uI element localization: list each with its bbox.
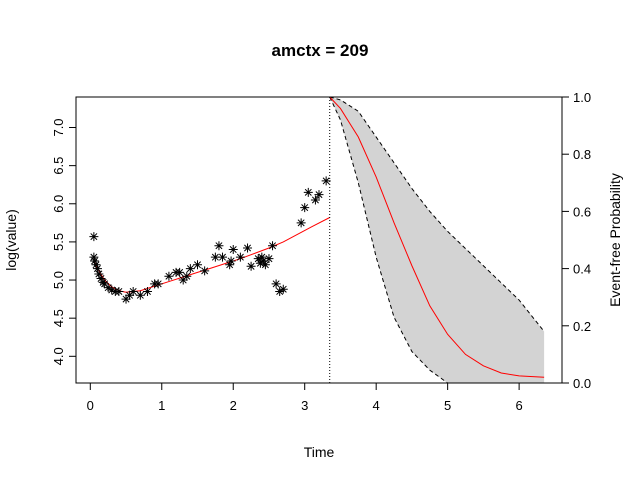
observation-point (226, 256, 236, 266)
observation-point (275, 286, 285, 296)
y-left-tick-label: 6.5 (51, 157, 66, 175)
observation-point (182, 271, 192, 281)
x-axis: 0 1 2 3 4 5 6 (87, 382, 523, 413)
x-tick-label: 0 (87, 398, 94, 413)
observation-point (264, 254, 274, 264)
survival-confidence-band (329, 97, 545, 383)
observation-point (218, 252, 228, 262)
y-left-tick-label: 5.5 (51, 233, 66, 251)
observation-point (164, 271, 174, 281)
y-left-tick-label: 4.0 (51, 347, 66, 365)
lines-layer (93, 96, 545, 384)
observation-point (253, 254, 263, 264)
observation-point (214, 241, 224, 251)
y-right-tick-label: 0.0 (573, 376, 591, 391)
observation-point (125, 290, 135, 300)
y-axis-left-label: log(value) (3, 209, 19, 270)
observation-point (200, 266, 210, 276)
observation-point (142, 286, 152, 296)
observation-point (103, 283, 113, 293)
survival-lower-bound-line (329, 96, 545, 384)
observation-point (100, 279, 110, 289)
x-tick-label: 5 (444, 398, 451, 413)
observation-point (257, 252, 267, 262)
observation-point (175, 267, 185, 277)
chart-title: amctx = 209 (272, 41, 369, 60)
survival-upper-bound-line (329, 96, 545, 332)
y-axis-right: 0.0 0.2 0.4 0.6 0.8 1.0 (561, 90, 591, 391)
observation-point (243, 243, 253, 253)
observation-point (258, 256, 268, 266)
longitudinal-fit-line (93, 217, 330, 293)
observation-point (300, 203, 310, 213)
observation-point (228, 245, 238, 255)
observation-point (178, 275, 188, 285)
x-tick-label: 6 (516, 398, 523, 413)
observation-point (271, 279, 281, 289)
observation-point (96, 274, 106, 284)
y-right-tick-label: 1.0 (573, 90, 591, 105)
x-tick-label: 1 (158, 398, 165, 413)
observation-point (321, 176, 331, 186)
observation-point (225, 260, 235, 270)
x-tick-label: 4 (373, 398, 380, 413)
y-left-tick-label: 7.0 (51, 118, 66, 136)
observation-point (128, 286, 138, 296)
observation-point (210, 252, 220, 262)
x-tick-label: 2 (230, 398, 237, 413)
observation-point (89, 232, 99, 242)
observation-point (121, 294, 131, 304)
y-left-tick-label: 6.0 (51, 195, 66, 213)
observation-point (89, 252, 99, 262)
observation-point (114, 286, 124, 296)
observation-point (90, 256, 100, 266)
y-right-tick-label: 0.4 (573, 262, 591, 277)
y-axis-right-label: Event-free Probability (607, 173, 623, 307)
observation-point (310, 195, 320, 205)
observation-point (193, 260, 202, 270)
y-left-tick-label: 4.5 (51, 309, 66, 327)
observation-point (278, 284, 288, 294)
observation-points-layer (89, 176, 331, 304)
y-right-tick-label: 0.2 (573, 319, 591, 334)
y-axis-left: 4.0 4.5 5.0 5.5 6.0 6.5 7.0 (51, 118, 77, 365)
survival-estimate-line (329, 96, 545, 378)
observation-point (107, 285, 117, 295)
observation-point (135, 290, 145, 300)
x-axis-label: Time (304, 444, 335, 460)
observation-point (314, 190, 324, 200)
observation-point (268, 241, 278, 251)
y-right-tick-label: 0.6 (573, 204, 591, 219)
observation-point (296, 218, 306, 228)
x-tick-label: 3 (301, 398, 308, 413)
observation-point (153, 279, 163, 289)
observation-point (235, 252, 245, 262)
observation-point (303, 187, 313, 197)
observation-point (260, 260, 270, 270)
observation-point (94, 269, 104, 279)
observation-point (246, 261, 256, 271)
observation-point (92, 264, 102, 274)
confidence-band-layer (329, 97, 545, 383)
observation-point (185, 264, 195, 274)
y-right-tick-label: 0.8 (573, 147, 591, 162)
y-left-tick-label: 5.0 (51, 271, 66, 289)
observation-point (91, 260, 101, 270)
